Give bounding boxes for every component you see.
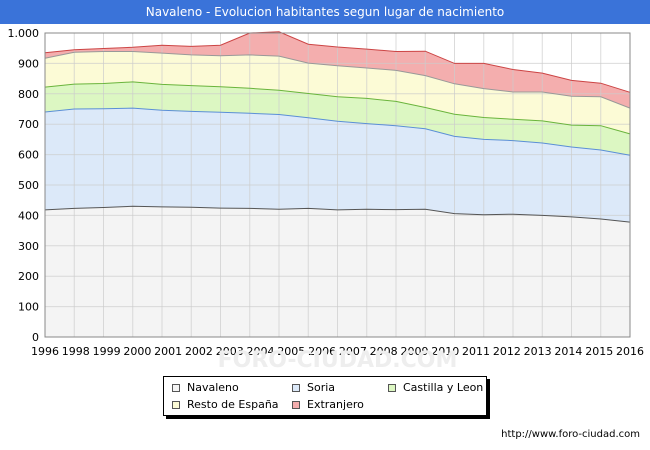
x-tick-label: 2001 [154, 345, 182, 358]
legend-label-navaleno: Navaleno [187, 381, 239, 394]
x-tick-label: 2002 [185, 345, 213, 358]
y-tick-label: 600 [18, 149, 39, 162]
x-tick-label: 2004 [247, 345, 275, 358]
watermark: FORO-CIUDAD.COM [218, 348, 458, 369]
legend: Navaleno Soria Castilla y Leon Resto de … [163, 376, 487, 416]
footer-url: http://www.foro-ciudad.com [501, 429, 640, 440]
legend-label-resto-de-espana: Resto de España [187, 398, 279, 411]
line-navaleno [44, 205, 631, 223]
y-tick-label: 200 [18, 270, 39, 283]
legend-label-castilla-y-leon: Castilla y Leon [403, 381, 484, 394]
y-tick-label: 900 [18, 57, 39, 70]
x-tick-label: 2000 [123, 345, 151, 358]
plot-frame [44, 32, 631, 338]
x-tick-label: 1996 [31, 345, 59, 358]
chart-title: Navaleno - Evolucion habitantes segun lu… [0, 0, 650, 24]
line-castilla-y-leon [44, 81, 631, 135]
y-tick-label: 300 [18, 240, 39, 253]
line-resto-de-espa-a [44, 51, 631, 109]
legend-swatch-navaleno [172, 384, 180, 392]
x-tick-label: 2003 [216, 345, 244, 358]
y-tick-label: 400 [18, 209, 39, 222]
x-tick-label: 2011 [462, 345, 490, 358]
y-tick-label: 800 [18, 88, 39, 101]
legend-label-soria: Soria [307, 381, 336, 394]
line-soria [44, 107, 631, 156]
line-extranjero [44, 31, 631, 93]
y-tick-label: 1.000 [8, 27, 40, 40]
legend-swatch-soria [292, 384, 300, 392]
x-tick-label: 2010 [431, 345, 459, 358]
legend-swatch-resto-de-espana [172, 401, 180, 409]
x-tick-label: 2013 [524, 345, 552, 358]
x-tick-label: 2008 [370, 345, 398, 358]
x-tick-label: 1999 [93, 345, 121, 358]
legend-swatch-extranjero [292, 401, 300, 409]
legend-label-extranjero: Extranjero [307, 398, 364, 411]
y-tick-label: 100 [18, 301, 39, 314]
x-tick-label: 2014 [554, 345, 582, 358]
y-tick-label: 0 [32, 331, 39, 344]
y-tick-label: 500 [18, 179, 39, 192]
x-tick-label: 1998 [62, 345, 90, 358]
legend-swatch-castilla-y-leon [388, 384, 396, 392]
x-tick-label: 2007 [339, 345, 367, 358]
x-tick-label: 2009 [400, 345, 428, 358]
y-tick-label: 700 [18, 118, 39, 131]
x-tick-label: 2012 [493, 345, 521, 358]
x-tick-label: 2015 [585, 345, 613, 358]
x-tick-label: 2016 [616, 345, 644, 358]
x-tick-label: 2006 [308, 345, 336, 358]
x-tick-label: 2005 [277, 345, 305, 358]
